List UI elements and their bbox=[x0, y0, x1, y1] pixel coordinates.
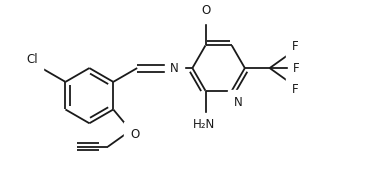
Text: F: F bbox=[292, 40, 299, 53]
Text: F: F bbox=[293, 62, 300, 74]
Text: H₂N: H₂N bbox=[192, 118, 215, 131]
Text: Cl: Cl bbox=[26, 53, 38, 66]
Text: F: F bbox=[292, 83, 299, 96]
Text: O: O bbox=[201, 4, 210, 17]
Text: N: N bbox=[170, 62, 179, 74]
Text: N: N bbox=[234, 96, 242, 109]
Text: O: O bbox=[130, 128, 139, 141]
